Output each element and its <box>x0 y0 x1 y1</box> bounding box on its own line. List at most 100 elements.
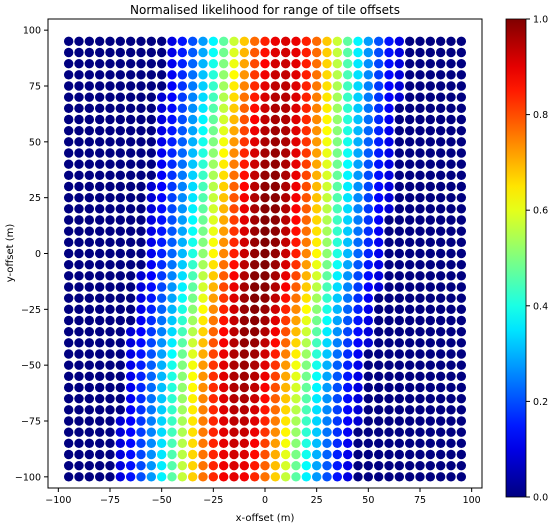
scatter-point <box>394 293 405 303</box>
scatter-point <box>373 460 384 471</box>
scatter-point <box>373 304 384 315</box>
scatter-point <box>84 148 95 158</box>
scatter-point <box>218 137 229 147</box>
scatter-point <box>415 338 425 348</box>
scatter-point <box>218 304 229 315</box>
scatter-point <box>105 271 115 281</box>
scatter-point <box>198 92 208 102</box>
scatter-point <box>167 103 177 114</box>
scatter-point <box>167 371 177 382</box>
scatter-point <box>177 159 188 169</box>
scatter-point <box>456 181 467 192</box>
scatter-point <box>177 460 188 471</box>
scatter-point <box>384 338 394 348</box>
scatter-point <box>115 248 126 259</box>
scatter-point <box>456 427 467 437</box>
scatter-point <box>156 81 167 91</box>
scatter-point <box>446 114 456 125</box>
scatter-point <box>146 326 157 337</box>
scatter-point <box>270 282 281 292</box>
scatter-point <box>384 70 394 80</box>
scatter-point <box>94 405 105 415</box>
scatter-point <box>208 382 219 393</box>
scatter-point <box>239 371 250 382</box>
scatter-point <box>239 125 250 136</box>
scatter-point <box>456 326 467 337</box>
scatter-point <box>280 92 291 102</box>
scatter-point <box>167 293 177 303</box>
scatter-point <box>404 282 415 292</box>
scatter-point <box>311 114 322 125</box>
scatter-point <box>456 382 467 393</box>
scatter-point <box>332 137 343 147</box>
scatter-point <box>260 449 270 460</box>
scatter-point <box>74 92 84 102</box>
scatter-point <box>456 204 467 214</box>
scatter-point <box>146 125 157 136</box>
scatter-point <box>425 293 436 303</box>
scatter-point <box>105 304 115 315</box>
scatter-point <box>353 204 363 214</box>
scatter-point <box>322 237 332 248</box>
scatter-point <box>125 405 136 415</box>
scatter-point <box>208 103 219 114</box>
scatter-point <box>63 371 74 382</box>
scatter-point <box>446 70 456 80</box>
scatter-point <box>74 125 84 136</box>
scatter-point <box>363 259 374 270</box>
scatter-point <box>94 259 105 270</box>
scatter-point <box>394 304 405 315</box>
scatter-point <box>394 282 405 292</box>
scatter-point <box>105 293 115 303</box>
scatter-point <box>291 405 301 415</box>
scatter-point <box>105 460 115 471</box>
scatter-point <box>249 204 260 214</box>
y-tick-label: −25 <box>21 305 41 316</box>
scatter-point <box>322 405 332 415</box>
scatter-point <box>301 416 312 426</box>
scatter-point <box>456 315 467 326</box>
scatter-point <box>425 427 436 437</box>
scatter-point <box>187 472 198 482</box>
scatter-point <box>404 371 415 382</box>
scatter-point <box>229 58 239 69</box>
scatter-point <box>167 248 177 259</box>
scatter-point <box>353 125 363 136</box>
scatter-point <box>280 360 291 370</box>
scatter-point <box>456 349 467 359</box>
scatter-point <box>74 215 84 225</box>
scatter-point <box>156 360 167 370</box>
scatter-point <box>115 36 126 47</box>
scatter-point <box>208 259 219 270</box>
scatter-point <box>125 271 136 281</box>
scatter-point <box>156 192 167 203</box>
scatter-point <box>456 103 467 114</box>
scatter-point <box>373 103 384 114</box>
scatter-point <box>146 226 157 236</box>
scatter-point <box>353 382 363 393</box>
scatter-point <box>373 393 384 404</box>
scatter-point <box>187 237 198 248</box>
scatter-point <box>322 282 332 292</box>
scatter-point <box>136 438 146 449</box>
scatter-point <box>363 36 374 47</box>
scatter-point <box>146 460 157 471</box>
scatter-point <box>332 148 343 158</box>
scatter-point <box>311 449 322 460</box>
scatter-point <box>322 449 332 460</box>
scatter-point <box>74 293 84 303</box>
scatter-point <box>156 449 167 460</box>
scatter-point <box>384 47 394 58</box>
scatter-point <box>446 36 456 47</box>
scatter-point <box>84 416 95 426</box>
scatter-point <box>177 114 188 125</box>
scatter-point <box>384 226 394 236</box>
scatter-point <box>280 349 291 359</box>
scatter-point <box>84 103 95 114</box>
scatter-point <box>446 304 456 315</box>
scatter-point <box>404 204 415 214</box>
scatter-point <box>415 137 425 147</box>
scatter-point <box>125 349 136 359</box>
scatter-point <box>404 237 415 248</box>
scatter-point <box>136 315 146 326</box>
